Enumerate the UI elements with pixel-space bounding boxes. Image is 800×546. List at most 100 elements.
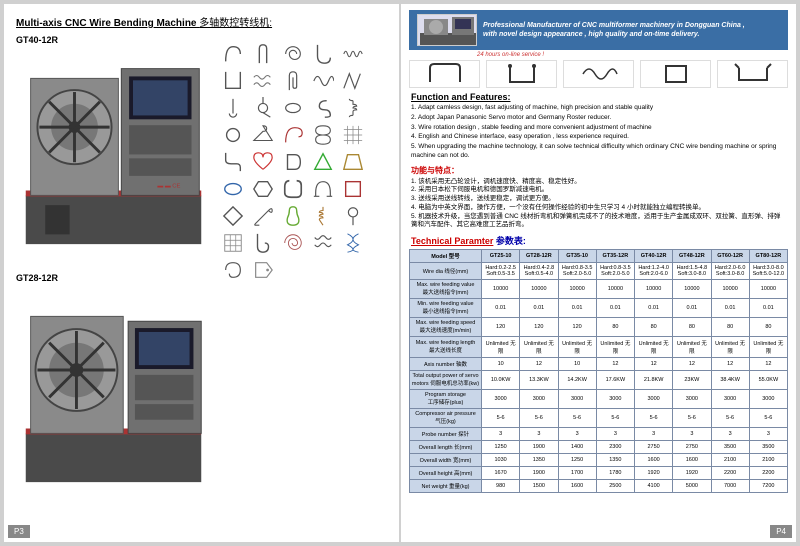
table-cell: 3 [673, 428, 711, 441]
sample-grid-icon [222, 232, 244, 254]
table-cell: 1350 [520, 454, 558, 467]
sample-pin-icon [222, 97, 244, 119]
table-cell: 10000 [482, 280, 520, 299]
row-label: Wire dia 线径(mm) [410, 263, 482, 280]
machine-label: GT28-12R [16, 273, 214, 283]
table-cell: 10000 [749, 280, 787, 299]
table-row: Axis number 轴数1012101212121212 [410, 358, 788, 371]
table-cell: 2100 [711, 454, 749, 467]
table-cell: 1500 [520, 480, 558, 493]
machine-image [16, 287, 211, 497]
feature-item-cn: 5. 机器技术升级，当您遇到普通 CNC 线材折弯机和弹簧机完成不了的技术难度，… [411, 213, 786, 231]
product-icon [486, 60, 557, 88]
table-cell: 120 [558, 318, 596, 337]
table-cell: 0.01 [673, 299, 711, 318]
sample-omega-icon [312, 178, 334, 200]
sample-d-ring-icon [282, 151, 304, 173]
parameter-table: Model 型号GT25-10GT28-12RGT35-10GT35-12RGT… [409, 249, 788, 493]
features-header-cn: 功能与特点： [411, 165, 786, 176]
table-cell: 5000 [673, 480, 711, 493]
table-cell: 0.01 [520, 299, 558, 318]
table-cell: 2200 [711, 467, 749, 480]
feature-item: 4. English and Chinese interface, easy o… [411, 133, 786, 142]
table-cell: 2200 [749, 467, 787, 480]
sample-mesh-icon [342, 124, 364, 146]
sample-oval-icon [222, 178, 244, 200]
row-label: Max. wire feeding length最大送线长度 [410, 337, 482, 358]
table-cell: 3500 [749, 441, 787, 454]
table-cell: 5-6 [596, 409, 634, 428]
table-cell: 2750 [635, 441, 673, 454]
product-samples-row [409, 60, 788, 88]
sample-dna-icon [342, 232, 364, 254]
sample-clip-icon [282, 70, 304, 92]
table-cell: Unlimited 无限 [635, 337, 673, 358]
table-row: Wire dia 线径(mm)Hard:0.2-2.5Soft:0.5-3.5H… [410, 263, 788, 280]
features-list-cn: 1. 该机采用无凸轮设计，调机速度快、精度高、稳定性好。2. 采用日本松下伺服电… [411, 178, 786, 231]
sample-coil3-icon [312, 232, 334, 254]
sample-hanger-icon [252, 124, 274, 146]
page-number: P4 [770, 525, 792, 538]
title-cn: 多轴数控转线机: [199, 18, 272, 29]
sample-eyelet-icon [342, 205, 364, 227]
table-cell: 3000 [673, 390, 711, 409]
table-header-model: GT48-12R [673, 250, 711, 263]
table-cell: 5-6 [749, 409, 787, 428]
sample-loop-icon [282, 97, 304, 119]
row-label: Compressor air pressure气压(kg) [410, 409, 482, 428]
row-label: Max. wire feeding speed最大送线速度(m/min) [410, 318, 482, 337]
sample-safety-pin-icon [252, 205, 274, 227]
machine-label: GT40-12R [16, 35, 214, 45]
sample-spring-icon [222, 43, 244, 65]
sample-s-bend-icon [222, 151, 244, 173]
table-cell: 12 [711, 358, 749, 371]
table-cell: 1900 [520, 467, 558, 480]
table-cell: 5-6 [673, 409, 711, 428]
row-label: Probe number 探针 [410, 428, 482, 441]
table-cell: 5-6 [520, 409, 558, 428]
table-cell: Hard:0.2-2.5Soft:0.5-3.5 [482, 263, 520, 280]
table-row: Max. wire feeding length最大送线长度Unlimited … [410, 337, 788, 358]
table-cell: 980 [482, 480, 520, 493]
table-header-model: GT25-10 [482, 250, 520, 263]
param-header-en: Technical Paramter [411, 236, 493, 246]
feature-item-cn: 3. 送线采用送线转线，送线更稳定，调试更方便。 [411, 195, 786, 204]
table-cell: 5-6 [482, 409, 520, 428]
table-cell: Hard:1.2-4.0Soft:2.0-6.0 [635, 263, 673, 280]
table-cell: 3 [558, 428, 596, 441]
table-row: Total output power of servo motors 伺服电机总… [410, 371, 788, 390]
table-cell: 120 [520, 318, 558, 337]
table-cell: 10 [482, 358, 520, 371]
table-cell: 10000 [711, 280, 749, 299]
table-cell: Unlimited 无限 [673, 337, 711, 358]
table-cell: Hard:0.4-2.8Soft:0.5-4.0 [520, 263, 558, 280]
table-cell: 12 [635, 358, 673, 371]
table-cell: Unlimited 无限 [520, 337, 558, 358]
sample-hook2-icon [252, 232, 274, 254]
table-cell: 14.2KW [558, 371, 596, 390]
table-cell: 12 [520, 358, 558, 371]
table-cell: 10.0KW [482, 371, 520, 390]
sample-wave-icon [312, 70, 334, 92]
table-cell: 5-6 [558, 409, 596, 428]
param-header-cn: 参数表: [496, 236, 526, 246]
table-cell: Unlimited 无限 [482, 337, 520, 358]
machine-gt28: GT28-12R [16, 273, 214, 497]
feature-item: 5. When upgrading the machine technology… [411, 143, 786, 161]
sample-heart-icon [252, 151, 274, 173]
table-cell: 2300 [596, 441, 634, 454]
table-cell: 1600 [558, 480, 596, 493]
table-cell: 1400 [558, 441, 596, 454]
table-cell: 38.4KW [711, 371, 749, 390]
table-cell: 3 [711, 428, 749, 441]
sample-torsion-icon [252, 97, 274, 119]
table-cell: 21.8KW [635, 371, 673, 390]
table-cell: 3000 [482, 390, 520, 409]
sample-ext-spring-icon [342, 97, 364, 119]
table-cell: 1900 [520, 441, 558, 454]
feature-item: 2. Adopt Japan Panasonic Servo motor and… [411, 114, 786, 123]
table-cell: Unlimited 无限 [596, 337, 634, 358]
sample-bracket-u-icon [222, 70, 244, 92]
table-cell: 3000 [749, 390, 787, 409]
product-icon [409, 60, 480, 88]
